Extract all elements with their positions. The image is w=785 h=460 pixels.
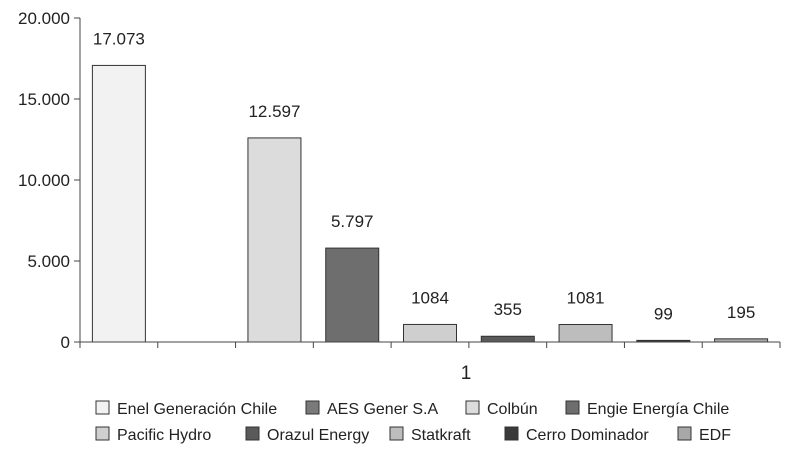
legend-swatch (465, 400, 480, 415)
bar-5 (403, 323, 457, 343)
legend: Enel Generación Chile AES Gener S.A Colbún… (95, 400, 731, 444)
legend-swatch (504, 426, 519, 441)
bar-6 (480, 335, 535, 343)
data-label: 12.597 (248, 102, 300, 121)
legend-label: Statkraft (411, 427, 471, 444)
legend-swatch (95, 426, 110, 441)
data-label: 1084 (411, 288, 449, 307)
data-label: 99 (654, 304, 673, 323)
data-label: 17.073 (93, 29, 145, 48)
y-tick-label: 20.000 (18, 9, 70, 28)
bar-7 (558, 323, 613, 343)
data-label: 195 (727, 303, 755, 322)
bar-3 (247, 137, 302, 343)
legend-swatch (95, 400, 110, 415)
legend-label: Cerro Dominador (526, 427, 649, 444)
y-axis: 0 5.000 10.000 15.000 20.000 (18, 9, 81, 352)
y-tick-label: 5.000 (27, 252, 70, 271)
data-label: 1081 (567, 288, 605, 307)
legend-label: Engie Energía Chile (587, 401, 729, 418)
y-tick-label: 10.000 (18, 171, 70, 190)
y-tick-label: 15.000 (18, 90, 70, 109)
bar-1 (91, 64, 146, 343)
legend-label: AES Gener S.A (327, 401, 438, 418)
legend-label: EDF (699, 427, 731, 444)
legend-swatch (389, 426, 404, 441)
x-category-label: 1 (461, 363, 472, 384)
data-label: 355 (494, 300, 522, 319)
bar-4 (325, 247, 380, 343)
y-tick-label: 0 (61, 333, 70, 352)
legend-swatch (305, 400, 320, 415)
legend-swatch (245, 426, 260, 441)
legend-label: Enel Generación Chile (117, 401, 277, 418)
x-axis: 1 (79, 341, 781, 384)
legend-label: Pacific Hydro (117, 427, 211, 444)
legend-label: Colbún (487, 401, 538, 418)
data-label: 5.797 (331, 212, 374, 231)
bars: 17.073 12.597 5.797 1084 355 1081 99 195 (91, 29, 769, 343)
legend-swatch (565, 400, 580, 415)
legend-label: Orazul Energy (267, 427, 369, 444)
legend-swatch (677, 426, 692, 441)
